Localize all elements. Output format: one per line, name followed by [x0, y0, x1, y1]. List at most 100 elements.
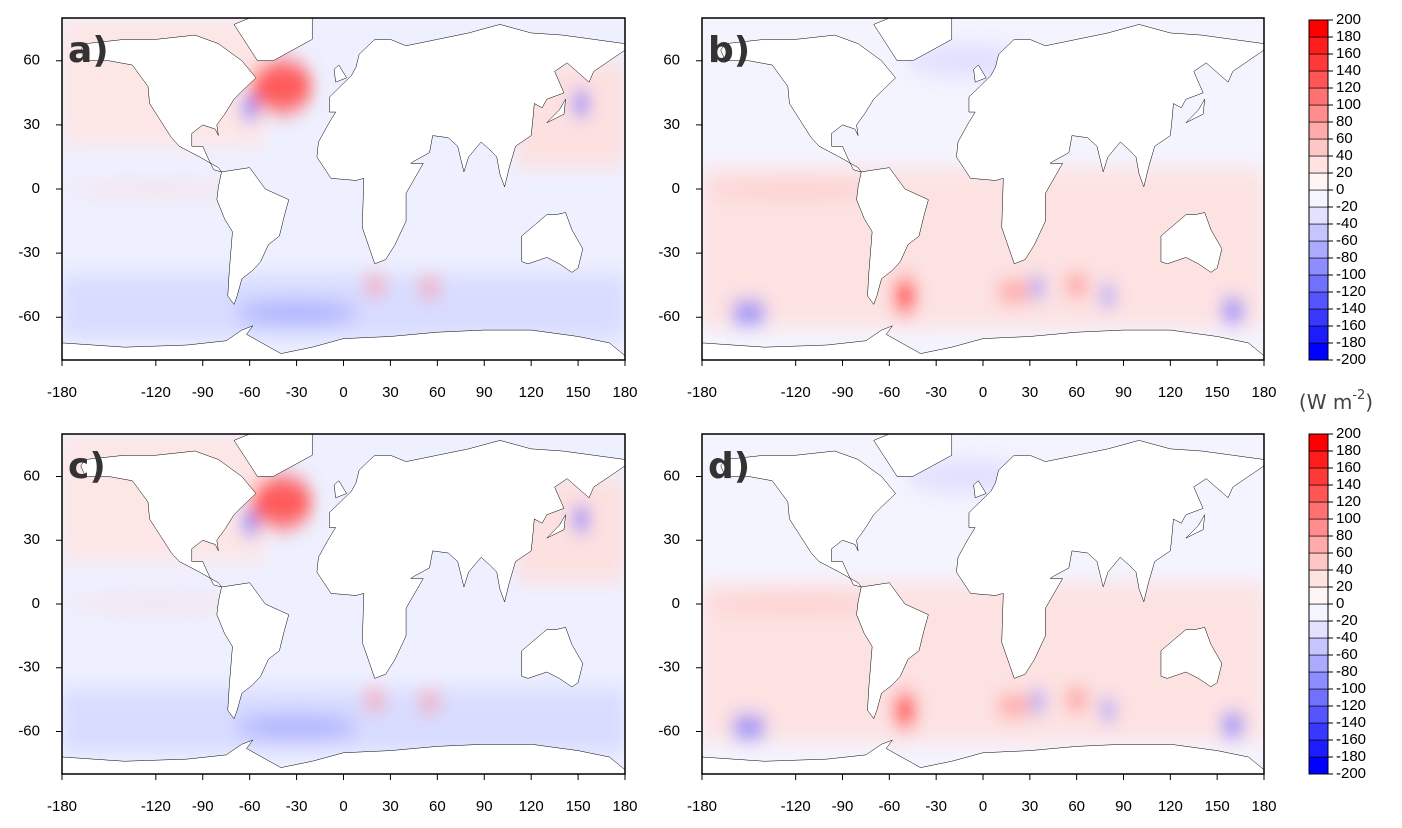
x-tick-label: 180 [612, 798, 637, 815]
colorbar-label: -200 [1336, 765, 1366, 782]
colorbar-label: -20 [1336, 612, 1358, 629]
x-tick-label: -180 [47, 384, 77, 401]
colorbar-bin [1308, 603, 1329, 622]
colorbar-label: 40 [1336, 147, 1353, 164]
colorbar-bin [1308, 756, 1329, 775]
colorbar-bin [1308, 433, 1329, 452]
colorbar-bin [1308, 206, 1329, 225]
colorbar-label: 0 [1336, 181, 1344, 198]
x-tick-label: 90 [1115, 384, 1132, 401]
x-tick-label: 90 [1115, 798, 1132, 815]
unit-superscript: -2 [1352, 388, 1365, 403]
colorbar-bin [1308, 240, 1329, 259]
x-tick-label: 180 [612, 384, 637, 401]
colorbar-bin [1308, 722, 1329, 741]
x-tick-label: 30 [382, 384, 399, 401]
x-tick-label: 0 [979, 384, 987, 401]
x-tick-label: 0 [979, 798, 987, 815]
colorbar-label: -100 [1336, 680, 1366, 697]
colorbar-label: -120 [1336, 697, 1366, 714]
x-tick-label: -180 [687, 384, 717, 401]
x-tick-label: -180 [47, 798, 77, 815]
colorbar-label: 60 [1336, 544, 1353, 561]
colorbar-label: -200 [1336, 351, 1366, 368]
colorbar-label: 60 [1336, 130, 1353, 147]
colorbar-label: 0 [1336, 595, 1344, 612]
colorbar-bin [1308, 104, 1329, 123]
colorbar-label: 120 [1336, 79, 1361, 96]
colorbar-label: -160 [1336, 731, 1366, 748]
colorbar-label: 40 [1336, 561, 1353, 578]
colorbar-bin [1308, 484, 1329, 503]
colorbar-bin [1308, 138, 1329, 157]
colorbar-label: -60 [1336, 646, 1358, 663]
colorbar-bin [1308, 121, 1329, 140]
colorbar-label: -180 [1336, 334, 1366, 351]
x-tick-label: 0 [339, 798, 347, 815]
x-tick-label: -120 [141, 798, 171, 815]
colorbar-bin [1308, 223, 1329, 242]
colorbar-bin [1308, 501, 1329, 520]
y-tick-label: -30 [18, 244, 40, 261]
y-tick-label: -30 [658, 659, 680, 676]
y-tick-label: 30 [663, 531, 680, 548]
colorbar-label: 80 [1336, 113, 1353, 130]
x-tick-label: 120 [519, 798, 544, 815]
colorbar-label: -80 [1336, 663, 1358, 680]
colorbar-bin [1308, 739, 1329, 758]
colorbar-bin [1308, 53, 1329, 72]
x-tick-label: -60 [239, 384, 261, 401]
x-tick-label: -60 [878, 798, 900, 815]
colorbar-label: -60 [1336, 232, 1358, 249]
x-tick-label: 150 [1205, 798, 1230, 815]
colorbar-label: 120 [1336, 493, 1361, 510]
unit-text: (W m [1299, 390, 1352, 414]
y-tick-label: 30 [663, 116, 680, 133]
x-tick-label: 30 [382, 798, 399, 815]
colorbar-bin [1308, 257, 1329, 276]
y-tick-label: 60 [23, 467, 40, 484]
colorbar-label: 140 [1336, 476, 1361, 493]
colorbar-label: 160 [1336, 459, 1361, 476]
x-tick-label: -30 [286, 798, 308, 815]
x-tick-label: -30 [286, 384, 308, 401]
colorbar-label: -140 [1336, 714, 1366, 731]
x-tick-label: 30 [1021, 384, 1038, 401]
colorbar-bin [1308, 518, 1329, 537]
colorbar-label: 80 [1336, 527, 1353, 544]
y-tick-label: -60 [18, 308, 40, 325]
colorbar-label: -40 [1336, 215, 1358, 232]
x-tick-label: -30 [925, 798, 947, 815]
x-tick-label: 180 [1251, 384, 1276, 401]
y-tick-label: -30 [18, 659, 40, 676]
panel-label: a) [68, 30, 109, 71]
x-tick-label: 90 [476, 384, 493, 401]
colorbar-label: 100 [1336, 96, 1361, 113]
colorbar-bin [1308, 291, 1329, 310]
colorbar-label: 180 [1336, 442, 1361, 459]
x-tick-label: 120 [1158, 384, 1183, 401]
y-tick-label: -60 [658, 722, 680, 739]
colorbar-bin [1308, 654, 1329, 673]
colorbar-label: 160 [1336, 45, 1361, 62]
colorbar-bin [1308, 569, 1329, 588]
colorbar-bin [1308, 87, 1329, 106]
colorbar-bin [1308, 620, 1329, 639]
x-tick-label: -90 [192, 384, 214, 401]
x-tick-label: 180 [1251, 798, 1276, 815]
y-tick-label: 0 [672, 180, 680, 197]
x-tick-label: 120 [519, 384, 544, 401]
colorbar-bin [1308, 450, 1329, 469]
x-tick-label: -90 [832, 384, 854, 401]
y-tick-label: -60 [18, 722, 40, 739]
x-tick-label: 60 [1068, 384, 1085, 401]
colorbar-bin [1308, 688, 1329, 707]
colorbar-bin [1308, 671, 1329, 690]
y-tick-label: 30 [23, 116, 40, 133]
x-tick-label: -90 [192, 798, 214, 815]
colorbar-label: 100 [1336, 510, 1361, 527]
y-tick-label: 60 [663, 467, 680, 484]
x-tick-label: -120 [781, 798, 811, 815]
colorbar-bin [1308, 705, 1329, 724]
y-tick-label: 60 [23, 52, 40, 69]
